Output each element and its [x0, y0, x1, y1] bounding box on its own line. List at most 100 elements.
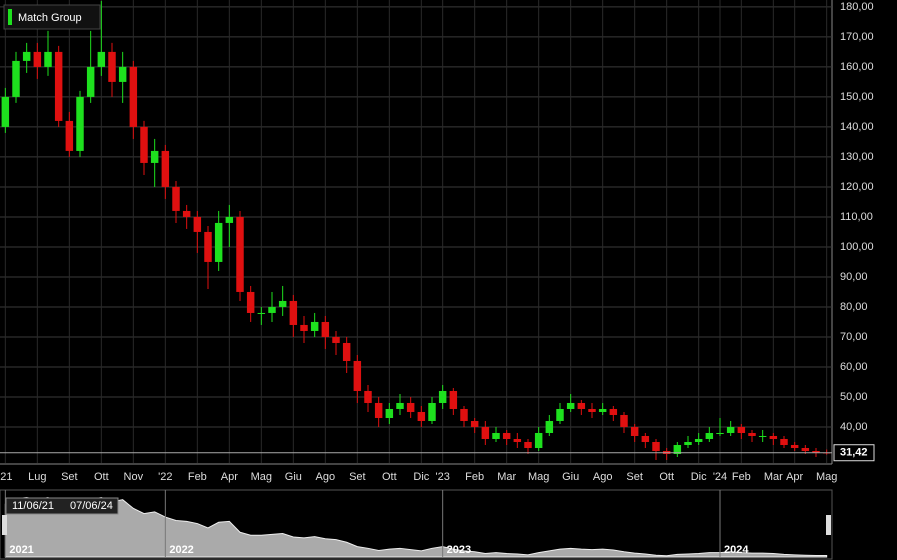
x-tick-label: '22 — [158, 471, 172, 483]
x-tick-label: Mar — [497, 471, 516, 483]
y-tick-label: 180,00 — [840, 1, 874, 13]
y-tick-label: 40,00 — [840, 421, 868, 433]
y-tick-label: 150,00 — [840, 91, 874, 103]
x-tick-label: Lug — [28, 471, 46, 483]
candle-body — [502, 432, 511, 439]
y-tick-label: 120,00 — [840, 181, 874, 193]
x-tick-label: Mar — [764, 471, 783, 483]
candle-body — [460, 408, 468, 421]
candle-body — [86, 66, 95, 97]
candle-body — [364, 390, 372, 403]
candle-body — [33, 51, 42, 67]
y-tick-label: 70,00 — [840, 331, 868, 343]
candle-body — [406, 402, 415, 412]
y-tick-label: 160,00 — [840, 61, 874, 73]
candle-body — [470, 420, 479, 427]
candle-body — [428, 402, 436, 421]
candle-body — [566, 402, 575, 409]
navigator-area — [4, 496, 828, 558]
x-tick-label: Ott — [659, 471, 674, 483]
candle-body — [630, 426, 639, 436]
candle-body — [524, 441, 532, 448]
range-handle[interactable] — [826, 515, 831, 535]
legend-swatch — [8, 9, 12, 25]
candle-body — [129, 66, 138, 127]
candle-body — [726, 426, 735, 433]
x-tick-label: Apr — [221, 471, 238, 483]
candle-body — [76, 96, 84, 151]
x-tick-label: Ott — [382, 471, 397, 483]
candle-body — [492, 432, 500, 439]
candle-body — [1, 96, 10, 127]
x-tick-label: Mag — [528, 471, 549, 483]
candle-body — [289, 300, 298, 325]
candle-body — [577, 402, 586, 409]
candle-body — [758, 435, 767, 437]
candle-body — [652, 441, 660, 451]
candle-body — [108, 51, 116, 82]
candle-body — [705, 432, 714, 439]
candle-body — [598, 408, 607, 412]
candle-body — [780, 438, 788, 445]
candle-body — [204, 231, 212, 262]
legend-box — [3, 4, 101, 30]
y-tick-label: 90,00 — [840, 271, 868, 283]
candle-body — [172, 186, 180, 211]
candle-body — [534, 432, 543, 448]
candle-body — [684, 441, 692, 445]
candle-body — [140, 126, 148, 163]
range-start: 11/06/21 — [12, 500, 54, 512]
candle-body — [417, 411, 426, 421]
y-tick-label: 50,00 — [840, 391, 868, 403]
range-box — [5, 497, 119, 515]
last-price-label: 31,42 — [840, 447, 868, 459]
candle-body — [97, 51, 106, 67]
candle-body — [716, 432, 724, 434]
candle-body — [118, 66, 127, 82]
plot: 40,00 50,00 60,00 70,00 80,00 90,00 100,00 110,… — [0, 0, 875, 560]
candle-body — [620, 414, 628, 427]
candle-body — [278, 300, 287, 307]
navigator-year: 2022 — [169, 544, 193, 556]
y-tick-label: 170,00 — [840, 31, 874, 43]
candle-body — [438, 390, 447, 403]
candle-body — [513, 438, 522, 442]
y-tick-label: 140,00 — [840, 121, 874, 133]
y-tick-label: 100,00 — [840, 241, 874, 253]
x-tick-label: '23 — [435, 471, 449, 483]
x-tick-label: Dic — [691, 471, 707, 483]
y-tick-label: 80,00 — [840, 301, 868, 313]
candle-body — [353, 360, 362, 391]
x-tick-label: Dic — [413, 471, 429, 483]
candle-body — [12, 60, 20, 97]
candle-body — [150, 150, 159, 163]
x-tick-label: Ago — [593, 471, 613, 483]
x-tick-label: Apr — [786, 471, 803, 483]
last-price-box — [833, 444, 875, 462]
candle-body — [225, 216, 234, 223]
navigator-year: 2021 — [9, 544, 33, 556]
candle-body — [321, 321, 330, 337]
candle-body — [22, 51, 31, 61]
candle-body — [310, 321, 319, 331]
candle-body — [257, 312, 266, 314]
candle-body — [748, 432, 756, 436]
candle-body — [65, 120, 74, 151]
range-handle[interactable] — [2, 515, 7, 535]
candle-body — [673, 444, 682, 454]
candle-body — [342, 342, 351, 361]
navigator-year: 2023 — [447, 544, 471, 556]
chart-title: Match Group — [18, 12, 82, 24]
candle-body — [236, 216, 244, 292]
candle-body — [182, 210, 191, 217]
candle-body — [332, 336, 340, 343]
x-tick-label: Set — [349, 471, 366, 483]
candle-body — [374, 402, 383, 418]
candle-body — [812, 450, 820, 453]
candle-body — [609, 408, 618, 415]
candle-body — [385, 408, 394, 418]
x-tick-label: Ago — [316, 471, 336, 483]
x-tick-label: Feb — [188, 471, 207, 483]
x-tick-label: Ott — [94, 471, 109, 483]
